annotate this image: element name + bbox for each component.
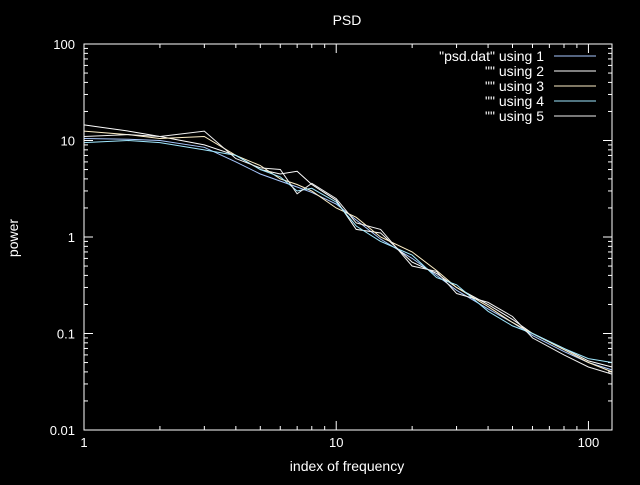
x-tick-label: 10 (329, 435, 343, 450)
plot-frame (83, 43, 613, 431)
y-tick-label: 10 (61, 134, 75, 149)
legend-label-2: "" using 2 (485, 63, 544, 79)
x-tick-label: 100 (578, 435, 600, 450)
y-tick-label: 0.1 (57, 327, 75, 342)
axis-ticks: 0.01 0.1 1 10 100 1 10 100 (50, 37, 612, 450)
y-tick-label: 0.01 (50, 423, 75, 438)
legend: "psd.dat" using 1"" using 2"" using 3"" … (439, 48, 596, 124)
x-tick-label: 1 (80, 435, 87, 450)
series-lines (83, 124, 613, 375)
legend-label-4: "" using 4 (485, 93, 544, 109)
series-line-5 (83, 130, 613, 375)
chart-title: PSD (333, 12, 362, 28)
x-axis-label: index of frequency (290, 458, 404, 474)
y-axis-label: power (5, 219, 21, 257)
legend-label-3: "" using 3 (485, 78, 544, 94)
legend-label-1: "psd.dat" using 1 (439, 48, 544, 64)
series-line-3 (83, 130, 613, 373)
y-tick-label: 100 (53, 37, 75, 52)
series-line-2 (83, 124, 613, 368)
y-tick-label: 1 (68, 230, 75, 245)
legend-label-5: "" using 5 (485, 108, 544, 124)
